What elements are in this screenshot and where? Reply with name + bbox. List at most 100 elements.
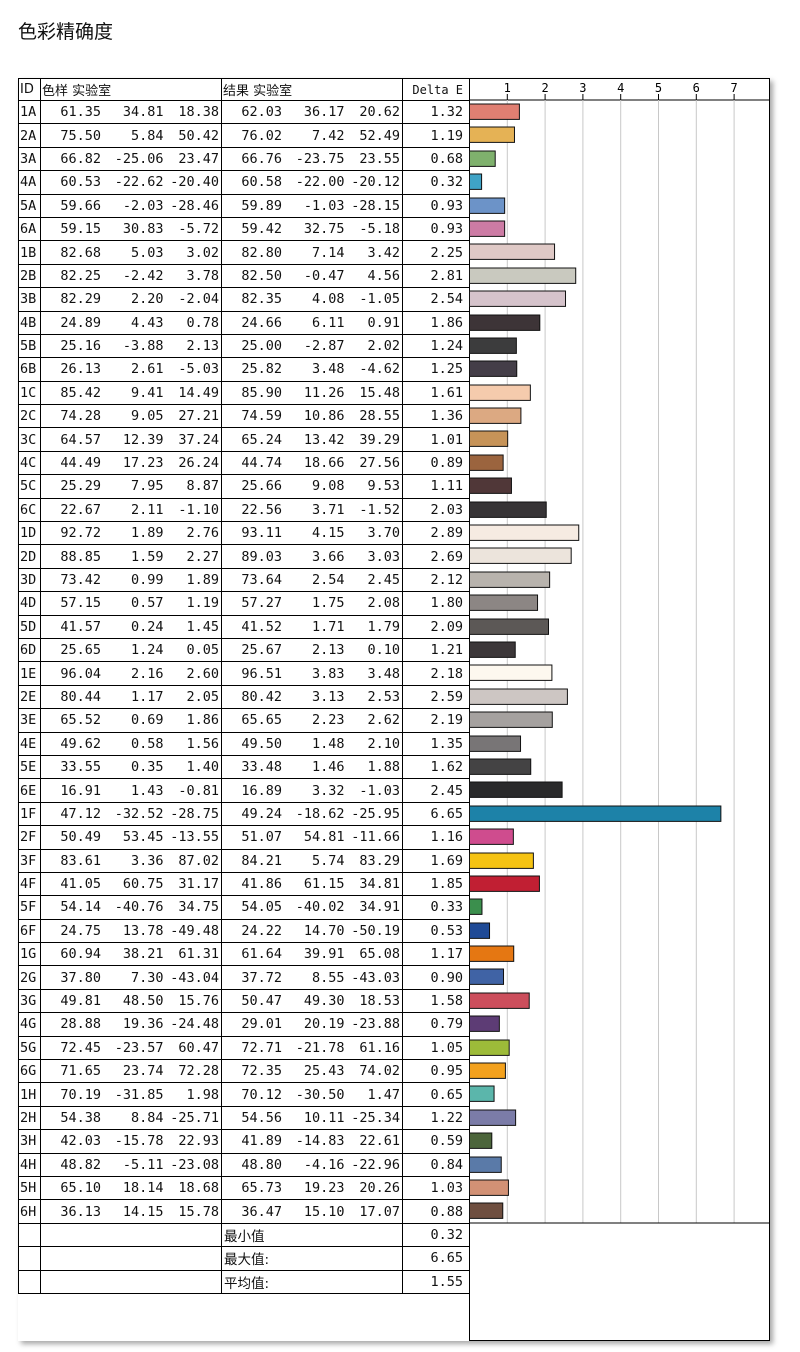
table-row: 1D 92.72 1.89 2.76 93.11 4.15 3.70 2.89: [18, 521, 470, 546]
delta-e-cell: 0.90: [402, 965, 470, 990]
delta-e-cell: 0.32: [402, 170, 470, 195]
delta-e-value: 0.88: [430, 1203, 463, 1220]
bar-1F: [469, 805, 722, 822]
result-lab-cell: 48.80 -4.16 -22.96: [221, 1152, 403, 1177]
delta-e-cell: 1.03: [402, 1175, 470, 1201]
result-a: -40.02: [295, 899, 345, 916]
result-b: -4.62: [359, 361, 400, 378]
sample-lab-cell: 36.13 14.15 15.78: [40, 1199, 222, 1224]
delta-e-bar-chart: 1 2 3 4 5 6 7: [469, 78, 770, 1341]
sample-b: 0.05: [186, 642, 219, 659]
result-lab-cell: 41.52 1.71 1.79: [221, 614, 403, 639]
result-a: 2.13: [311, 642, 345, 659]
table-row: 6B 26.13 2.61 -5.03 25.82 3.48 -4.62 1.25: [18, 357, 470, 382]
sample-lab-cell: 71.65 23.74 72.28: [40, 1059, 222, 1084]
result-a: 4.15: [311, 525, 345, 542]
id-header: ID: [18, 78, 41, 101]
result-b: -5.18: [359, 221, 400, 238]
sample-a: 2.61: [130, 361, 164, 378]
patch-id: 5A: [20, 197, 37, 214]
result-lab-cell: 54.56 10.11 -25.34: [221, 1105, 403, 1131]
result-l: 61.64: [241, 946, 282, 963]
delta-e-cell: 0.65: [402, 1082, 470, 1107]
bar-1B: [469, 243, 556, 260]
table-row: 5B 25.16 -3.88 2.13 25.00 -2.87 2.02 1.24: [18, 333, 470, 359]
result-lab-cell: 65.65 2.23 2.62: [221, 708, 403, 733]
sample-b: 61.31: [178, 946, 219, 963]
result-l: 29.01: [241, 1016, 282, 1033]
table-row: 6C 22.67 2.11 -1.10 22.56 3.71 -1.52 2.03: [18, 497, 470, 523]
result-b: 2.62: [367, 712, 400, 729]
sample-l: 16.91: [60, 782, 101, 799]
sample-a: 1.17: [130, 688, 164, 705]
patch-id: 3B: [20, 291, 37, 308]
patch-id-cell: 5E: [18, 754, 41, 780]
sample-a: -31.85: [114, 1086, 164, 1103]
sample-l: 60.53: [60, 174, 101, 191]
delta-e-value: 0.59: [430, 1133, 463, 1150]
result-b: 28.55: [359, 408, 400, 425]
sample-l: 49.62: [60, 735, 101, 752]
sample-b: 72.28: [178, 1063, 219, 1080]
patch-id: 3F: [20, 852, 37, 869]
table-row: 2C 74.28 9.05 27.21 74.59 10.86 28.55 1.36: [18, 404, 470, 429]
sample-a: -2.42: [122, 267, 164, 284]
result-lab-header: 结果 实验室: [221, 78, 403, 101]
patch-id: 1C: [20, 384, 37, 401]
result-lab-cell: 29.01 20.19 -23.88: [221, 1012, 403, 1037]
result-l: 49.50: [241, 735, 282, 752]
sample-l: 60.94: [60, 946, 101, 963]
delta-e-value: 0.84: [430, 1156, 463, 1173]
sample-a: 0.58: [130, 735, 164, 752]
sample-l: 26.13: [60, 361, 101, 378]
result-lab-cell: 62.03 36.17 20.62: [221, 99, 403, 125]
result-lab-cell: 22.56 3.71 -1.52: [221, 497, 403, 523]
sample-b: -5.03: [178, 361, 219, 378]
result-lab-cell: 25.82 3.48 -4.62: [221, 357, 403, 382]
sample-l: 41.57: [60, 618, 101, 635]
result-l: 25.66: [241, 478, 282, 495]
sample-l: 36.13: [60, 1203, 101, 1220]
patch-id: 4C: [20, 455, 37, 472]
sample-l: 92.72: [60, 525, 101, 542]
patch-id: 5C: [20, 478, 37, 495]
result-l: 41.89: [241, 1133, 282, 1150]
bar-2A: [469, 126, 515, 143]
patch-id-cell: 4H: [18, 1152, 41, 1177]
patch-id-cell: 5D: [18, 614, 41, 639]
result-l: 62.03: [241, 104, 282, 121]
result-l: 89.03: [241, 548, 282, 565]
sample-b: 22.93: [178, 1133, 219, 1150]
patch-id: 4F: [20, 876, 37, 893]
result-lab-cell: 51.07 54.81 -11.66: [221, 825, 403, 850]
sample-a: 18.14: [122, 1180, 164, 1197]
patch-id: 6D: [20, 642, 37, 659]
sample-lab-cell: 83.61 3.36 87.02: [40, 848, 222, 873]
result-a: 6.11: [311, 314, 345, 331]
result-a: -21.78: [295, 1039, 345, 1056]
patch-id-cell: 6G: [18, 1059, 41, 1084]
sample-l: 41.05: [60, 876, 101, 893]
patch-id: 4H: [20, 1156, 37, 1173]
sample-a: 5.84: [130, 127, 164, 144]
patch-id-cell: 4G: [18, 1012, 41, 1037]
delta-e-cell: 1.21: [402, 637, 470, 663]
sample-b: -1.10: [178, 501, 219, 518]
sample-lab-cell: 49.62 0.58 1.56: [40, 731, 222, 756]
result-b: 1.47: [367, 1086, 400, 1103]
sample-a: 34.81: [122, 104, 164, 121]
sample-a: 53.45: [122, 829, 164, 846]
sample-l: 25.29: [60, 478, 101, 495]
delta-e-value: 0.90: [430, 969, 463, 986]
table-row: 2B 82.25 -2.42 3.78 82.50 -0.47 4.56 2.81: [18, 263, 470, 289]
sample-a: 12.39: [122, 431, 164, 448]
patch-id-cell: 1B: [18, 240, 41, 265]
patch-id-cell: 6A: [18, 216, 41, 242]
result-l: 70.12: [241, 1086, 282, 1103]
sample-b: 1.86: [186, 712, 219, 729]
bar-1D: [469, 524, 580, 541]
patch-id: 2E: [20, 688, 37, 705]
result-a: 14.70: [303, 922, 345, 939]
bar-4A: [469, 173, 483, 190]
sample-a: 1.24: [130, 642, 164, 659]
